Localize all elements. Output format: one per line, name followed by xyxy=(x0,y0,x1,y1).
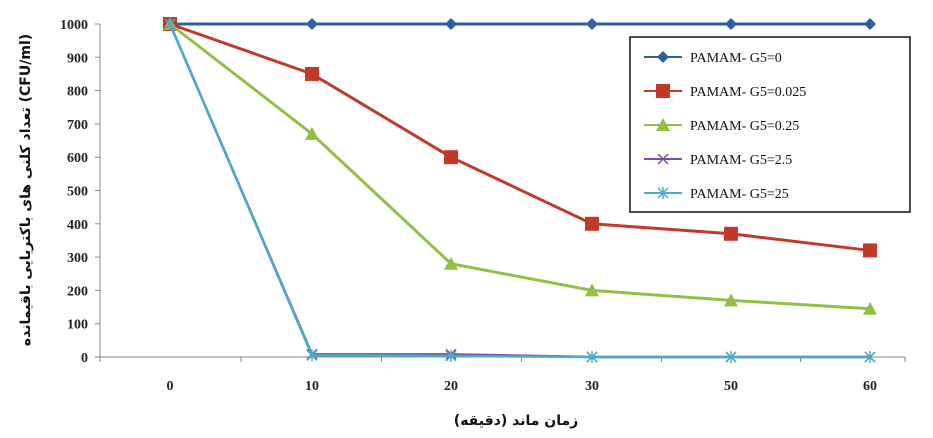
data-point xyxy=(724,293,738,307)
y-tick-label: 0 xyxy=(81,351,88,366)
series-1 xyxy=(164,18,876,30)
x-axis-title: زمان ماند (دقیقه) xyxy=(454,413,578,429)
data-point xyxy=(864,18,876,30)
legend-label: PAMAM- G5=2.5 xyxy=(690,153,792,168)
series-5 xyxy=(164,18,876,363)
series-line xyxy=(169,22,871,311)
legend-item: PAMAM- G5=0.025 xyxy=(644,84,806,100)
legend-marker xyxy=(657,187,669,199)
data-point xyxy=(586,18,598,30)
legend-item: PAMAM- G5=25 xyxy=(644,187,789,202)
x-tick-label: 20 xyxy=(444,379,458,394)
data-point xyxy=(306,18,318,30)
data-point xyxy=(444,256,458,270)
series-line xyxy=(169,22,871,252)
legend-label: PAMAM- G5=25 xyxy=(690,187,789,202)
y-axis-title: تعداد کلنی های باکتریایی باقیمانده (CFU/… xyxy=(18,34,34,346)
legend-item: PAMAM- G5=0.25 xyxy=(644,118,799,134)
x-tick-label: 10 xyxy=(305,379,319,394)
legend-label: PAMAM- G5=0 xyxy=(690,51,782,66)
y-tick-label: 600 xyxy=(67,151,88,166)
x-tick-label: 30 xyxy=(585,379,599,394)
x-tick-labels: 0 10 20 30 50 60 xyxy=(99,357,906,394)
data-point xyxy=(725,351,737,363)
data-point xyxy=(444,150,458,165)
data-point xyxy=(306,349,318,362)
x-tick-label: 0 xyxy=(167,379,174,394)
data-point xyxy=(863,301,877,315)
legend: PAMAM- G5=0 PAMAM- G5=0.025 PAMAM- G5=0.25… xyxy=(629,36,911,213)
data-point xyxy=(305,66,319,81)
y-tick-label: 200 xyxy=(67,284,88,299)
y-tick-label: 800 xyxy=(67,85,88,100)
series-3 xyxy=(163,17,877,315)
data-point xyxy=(445,350,457,363)
data-point xyxy=(725,18,737,30)
data-point xyxy=(585,283,599,297)
data-point xyxy=(445,18,457,30)
legend-label: PAMAM- G5=0.025 xyxy=(690,85,806,100)
series-group xyxy=(163,17,877,363)
y-tick-label: 400 xyxy=(67,218,88,233)
y-tick-label: 500 xyxy=(67,185,88,200)
data-point xyxy=(164,18,176,30)
x-tick-label: 60 xyxy=(863,379,877,394)
data-point xyxy=(305,126,319,140)
x-tick-label: 50 xyxy=(724,379,738,394)
y-tick-label: 1000 xyxy=(60,18,88,33)
y-tick-label: 900 xyxy=(67,51,88,66)
legend-marker xyxy=(656,84,670,98)
legend-marker xyxy=(657,153,669,165)
legend-label: PAMAM- G5=0.25 xyxy=(690,119,799,134)
series-line xyxy=(168,23,870,359)
y-tick-labels: 0 100 200 300 400 500 600 700 800 900 1000 xyxy=(60,18,100,366)
data-point xyxy=(585,216,599,231)
legend-marker xyxy=(656,118,670,131)
y-tick-label: 700 xyxy=(67,118,88,133)
data-point xyxy=(586,351,598,363)
legend-item: PAMAM- G5=2.5 xyxy=(644,153,792,168)
data-point xyxy=(864,351,876,363)
data-point xyxy=(863,243,877,258)
y-tick-label: 100 xyxy=(67,318,88,333)
legend-marker xyxy=(657,51,669,63)
legend-item: PAMAM- G5=0 xyxy=(644,51,782,66)
data-point xyxy=(724,226,738,241)
y-tick-label: 300 xyxy=(67,251,88,266)
